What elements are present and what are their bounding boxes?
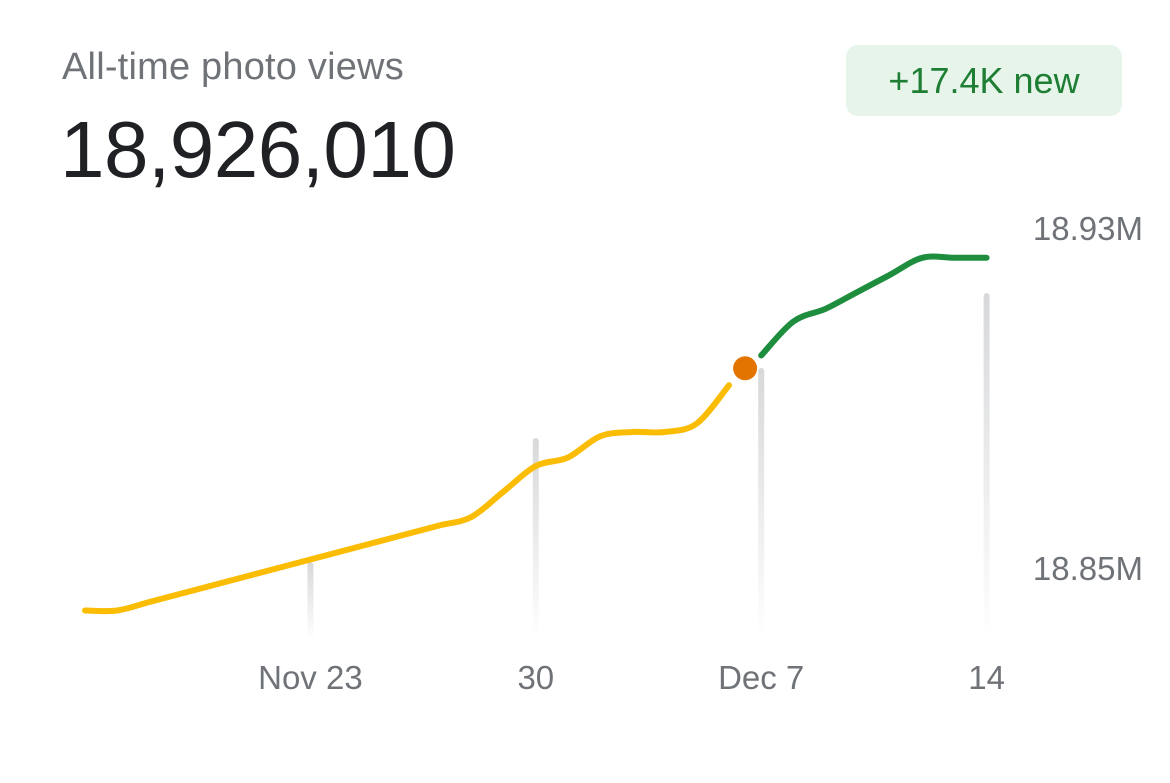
new-views-line xyxy=(758,253,990,359)
x-tick-line xyxy=(532,438,539,640)
past-views-line xyxy=(82,382,732,615)
y-tick-label: 18.85M xyxy=(1033,550,1143,587)
series-layer xyxy=(82,253,990,615)
x-axis-labels: Nov 23 30 Dec 7 14 xyxy=(258,659,1005,696)
total-views-value: 18,926,010 xyxy=(60,105,456,194)
x-tick-label: 30 xyxy=(517,659,554,696)
x-tick-label: Nov 23 xyxy=(258,659,363,696)
x-tick-line xyxy=(307,562,314,640)
x-tick-lines xyxy=(307,293,990,640)
y-tick-label: 18.93M xyxy=(1033,210,1143,247)
new-views-badge: +17.4K new xyxy=(846,45,1122,116)
x-tick-line xyxy=(983,293,990,640)
current-point-marker xyxy=(733,356,758,381)
y-axis-labels: 18.85M 18.93M xyxy=(1033,210,1143,587)
chart-title: All-time photo views xyxy=(62,46,404,88)
x-tick-line xyxy=(758,368,765,640)
x-tick-label: Dec 7 xyxy=(718,659,804,696)
marker-layer xyxy=(733,356,758,381)
x-tick-label: 14 xyxy=(968,659,1005,696)
